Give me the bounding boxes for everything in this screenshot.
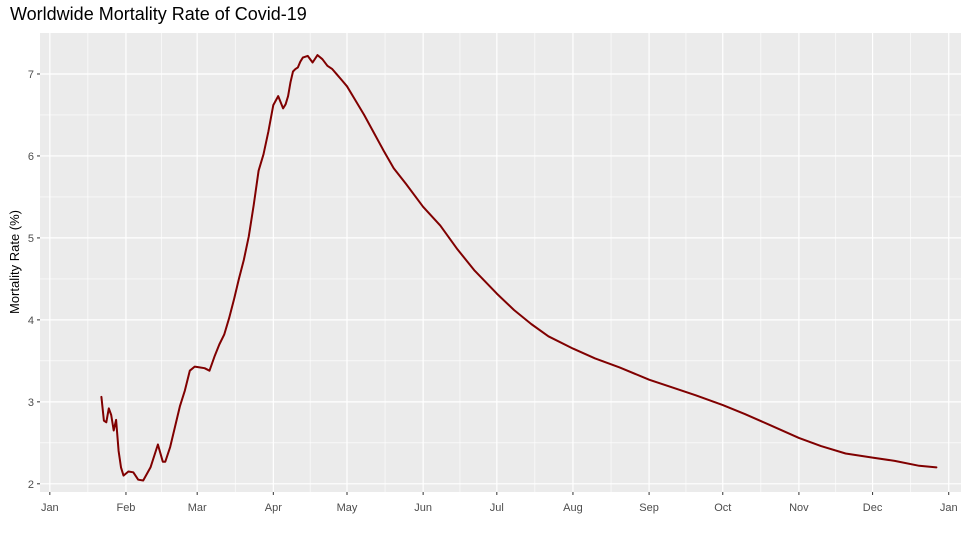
y-tick-label: 7 (28, 69, 34, 81)
x-tick-label: Apr (265, 502, 282, 514)
series-line-mortality-rate (100, 54, 938, 482)
minor-gridlines (40, 33, 961, 492)
y-tick-label: 4 (28, 315, 34, 327)
x-tick-label: Feb (116, 502, 135, 514)
y-axis: 2 3 4 5 6 7 (28, 69, 40, 491)
y-tick-label: 2 (28, 479, 34, 491)
x-tick-label: Jul (490, 502, 504, 514)
x-tick-label: Jan (41, 502, 59, 514)
x-tick-label: Aug (563, 502, 583, 514)
y-tick-label: 5 (28, 233, 34, 245)
x-tick-label: Nov (789, 502, 809, 514)
x-tick-label: May (337, 502, 358, 514)
x-tick-label: Dec (863, 502, 883, 514)
y-axis-title: Mortality Rate (%) (7, 210, 22, 314)
x-tick-label: Jan (940, 502, 958, 514)
plot-panel (40, 33, 961, 492)
chart-title: Worldwide Mortality Rate of Covid-19 (10, 4, 307, 24)
x-tick-label: Oct (714, 502, 731, 514)
major-gridlines (40, 33, 961, 492)
x-axis: Jan Feb Mar Apr May Jun Jul Aug Sep Oct Nov Dec Jan (41, 492, 958, 514)
x-tick-label: Sep (639, 502, 659, 514)
series-group (100, 54, 938, 482)
x-tick-label: Jun (414, 502, 432, 514)
y-tick-label: 3 (28, 397, 34, 409)
x-tick-label: Mar (188, 502, 207, 514)
y-tick-label: 6 (28, 151, 34, 163)
